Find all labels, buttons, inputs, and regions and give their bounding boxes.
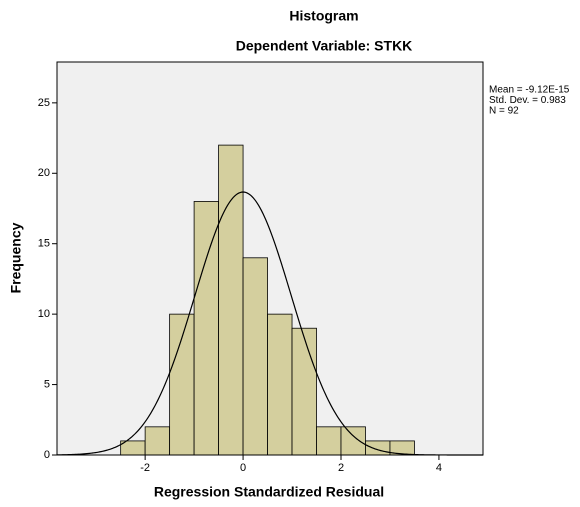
x-axis-label: Regression Standardized Residual <box>154 484 384 500</box>
plot-border <box>56 61 484 456</box>
bar <box>291 327 317 456</box>
bar <box>218 144 244 456</box>
bar <box>242 257 268 456</box>
y-tick-label: 25 <box>38 97 50 109</box>
y-tick-label: 5 <box>44 378 50 390</box>
y-axis-label: Frequency <box>8 222 24 293</box>
annotation: Std. Dev. = 0.983 <box>489 95 566 106</box>
y-tick-label: 10 <box>38 308 50 320</box>
bar <box>365 440 391 456</box>
bar <box>267 313 293 456</box>
annotation: Mean = -9.12E-15 <box>489 85 570 96</box>
bar <box>316 426 342 456</box>
bar <box>340 426 366 456</box>
bar <box>169 313 195 456</box>
y-tick-label: 20 <box>38 167 50 179</box>
y-tick-label: 15 <box>38 238 50 250</box>
x-tick-label: -2 <box>140 462 150 474</box>
bar <box>144 426 171 456</box>
y-tick-label: 0 <box>44 449 50 461</box>
annotation: N = 92 <box>489 106 519 117</box>
normal-curve <box>56 191 483 456</box>
x-tick-label: 0 <box>240 462 246 474</box>
chart-subtitle: Dependent Variable: STKK <box>236 38 413 54</box>
chart-title: Histogram <box>289 8 358 24</box>
bar <box>193 201 219 456</box>
x-tick-label: 4 <box>436 462 442 474</box>
x-tick-label: 2 <box>338 462 344 474</box>
